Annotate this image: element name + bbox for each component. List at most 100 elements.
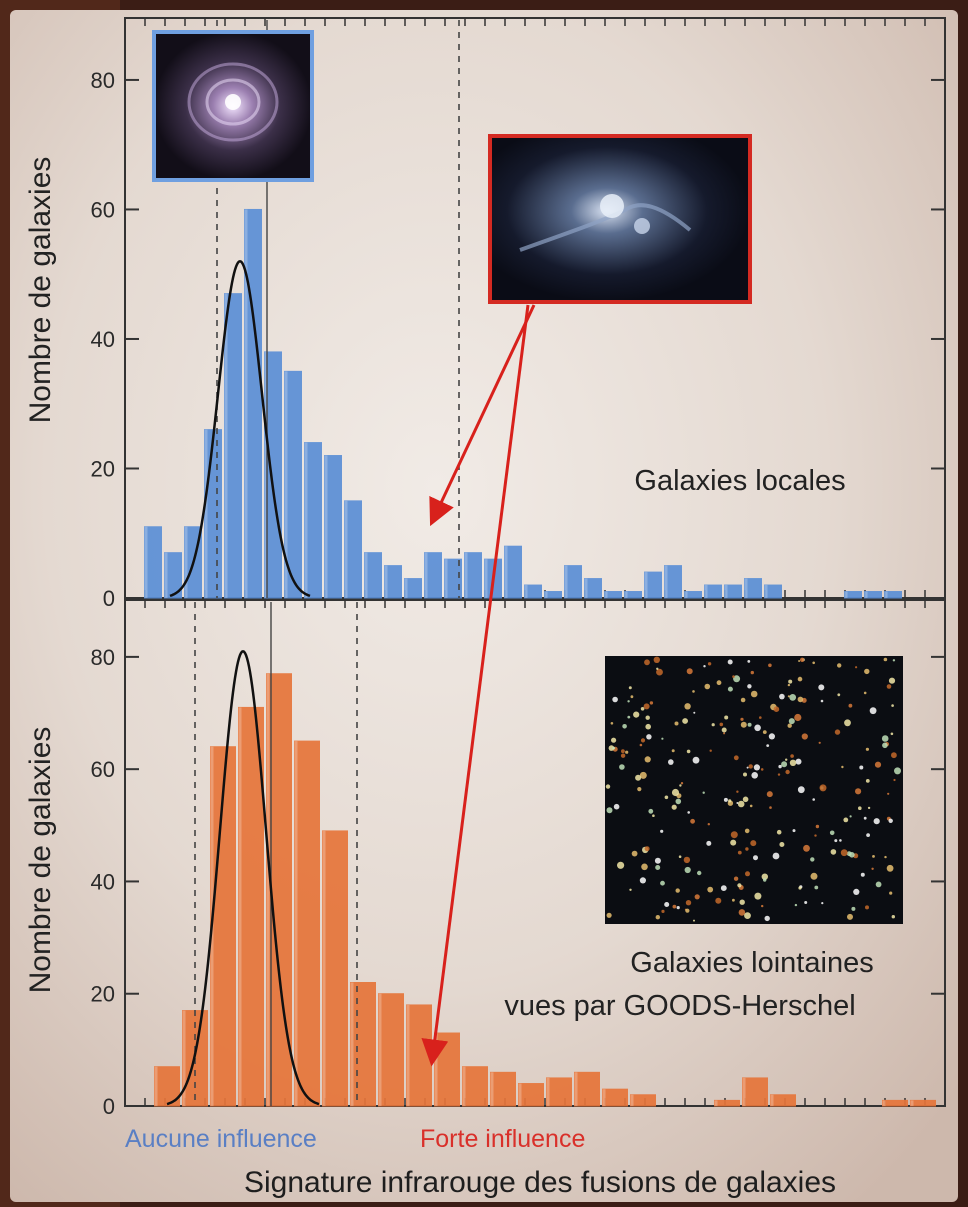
- deep-field-galaxy-dot: [801, 733, 808, 740]
- deep-field-galaxy-dot: [737, 883, 742, 888]
- deep-field-galaxy-dot: [644, 756, 651, 763]
- deep-field-galaxy-dot: [649, 701, 654, 705]
- top-bar-highlight: [504, 546, 508, 598]
- bottom-bar-highlight: [182, 1010, 186, 1106]
- deep-field-galaxy-dot: [788, 718, 795, 725]
- bottom-bar-highlight: [406, 1004, 410, 1106]
- deep-field-galaxy-dot: [867, 806, 871, 810]
- deep-field-galaxy-dot: [789, 759, 797, 766]
- bottom-bar: [910, 1099, 936, 1107]
- top-bar: [404, 578, 422, 599]
- bottom-bar: [322, 830, 348, 1107]
- deep-field-galaxy-dot: [848, 703, 853, 708]
- deep-field-galaxy-dot: [863, 816, 867, 820]
- deep-field-galaxy-dot: [653, 656, 660, 663]
- top-bar-highlight: [244, 209, 248, 599]
- deep-field-galaxy-dot: [661, 737, 664, 740]
- top-bar-highlight: [404, 578, 408, 598]
- top-bar-highlight: [384, 565, 388, 598]
- deep-field-galaxy-dot: [841, 765, 844, 769]
- top-bar: [504, 545, 522, 599]
- deep-field-galaxy-dot: [740, 721, 747, 728]
- deep-field-galaxy-dot: [881, 735, 889, 742]
- bottom-bar: [882, 1099, 908, 1107]
- deep-field-galaxy-dot: [644, 659, 650, 666]
- deep-field-galaxy-dot: [849, 815, 852, 818]
- merging-galaxy-image: [488, 134, 752, 304]
- bottom-bar: [462, 1066, 488, 1107]
- deep-field-galaxy-dot: [814, 885, 819, 890]
- deep-field-galaxy-dot: [692, 690, 695, 693]
- deep-field-galaxy-dot: [762, 730, 767, 734]
- deep-field-galaxy-dot: [743, 772, 747, 777]
- deep-field-galaxy-dot: [671, 804, 677, 810]
- deep-field-galaxy-dot: [749, 804, 753, 808]
- deep-field-galaxy-dot: [748, 764, 753, 769]
- deep-field-galaxy-dot: [739, 899, 745, 905]
- bottom-ytick-label: 20: [91, 982, 115, 1007]
- spiral-galaxy-image: [152, 30, 314, 182]
- bottom-bar: [714, 1099, 740, 1107]
- deep-field-galaxy-dot: [891, 915, 895, 919]
- top-bar-highlight: [664, 565, 668, 598]
- deep-field-galaxy-dot: [723, 732, 726, 735]
- top-bar: [324, 455, 342, 599]
- deep-field-galaxy-dot: [630, 695, 634, 699]
- x-axis-label: Signature infrarouge des fusions de gala…: [244, 1166, 836, 1199]
- bottom-bar-highlight: [742, 1077, 746, 1106]
- deep-field-galaxy-dot: [612, 746, 616, 750]
- top-bar-highlight: [764, 585, 768, 598]
- deep-field-galaxy-dot: [606, 807, 613, 814]
- deep-field-galaxy-dot: [818, 684, 825, 691]
- deep-field-galaxy-dot: [727, 686, 733, 692]
- deep-field-galaxy-dot: [686, 749, 691, 754]
- deep-field-galaxy-dot: [736, 802, 739, 804]
- deep-field-galaxy-dot: [644, 846, 650, 852]
- deep-field-galaxy-dot: [706, 840, 712, 846]
- deep-field-galaxy-dot: [693, 711, 696, 714]
- deep-field-galaxy-dot: [773, 706, 780, 712]
- top-bar: [164, 552, 182, 599]
- bottom-bar-highlight: [546, 1077, 550, 1106]
- deep-field-galaxy-dot: [839, 839, 842, 842]
- deep-field-galaxy-dot: [886, 684, 892, 689]
- deep-field-galaxy-dot: [639, 743, 643, 747]
- deep-field-galaxy-dot: [648, 808, 654, 814]
- deep-field-galaxy-dot: [643, 703, 650, 710]
- deep-field-galaxy-dot: [789, 694, 797, 701]
- deep-field-galaxy-dot: [798, 660, 801, 662]
- top-bar-highlight: [544, 591, 548, 598]
- deep-field-galaxy-dot: [728, 799, 732, 803]
- deep-field-galaxy-dot: [737, 850, 742, 855]
- deep-field-galaxy-dot: [890, 732, 894, 736]
- deep-field-galaxy-dot: [656, 667, 659, 670]
- deep-field-image: [605, 656, 903, 924]
- deep-field-galaxy-dot: [612, 696, 618, 703]
- top-bar: [884, 591, 902, 599]
- deep-field-galaxy-dot: [622, 724, 627, 729]
- deep-field-galaxy-dot: [766, 791, 773, 798]
- deep-field-galaxy-dot: [730, 839, 737, 846]
- bottom-ytick-label: 0: [103, 1094, 115, 1119]
- legend-aucune-influence: Aucune influence: [125, 1125, 317, 1153]
- deep-field-galaxy-dot: [655, 865, 661, 870]
- deep-field-galaxy-dot: [744, 912, 751, 919]
- deep-field-galaxy-dot: [709, 749, 712, 752]
- top-ytick-label: 40: [91, 327, 115, 352]
- deep-field-galaxy-dot: [736, 790, 739, 793]
- bottom-bar: [770, 1094, 796, 1107]
- deep-field-galaxy-dot: [747, 722, 752, 727]
- bottom-bar-highlight: [518, 1083, 522, 1106]
- deep-field-galaxy-dot: [693, 919, 695, 922]
- deep-field-galaxy-dot: [849, 852, 855, 858]
- deep-field-galaxy-dot: [837, 663, 842, 668]
- bottom-panel-label-line1: Galaxies lointaines: [630, 947, 873, 979]
- bottom-bar: [602, 1088, 628, 1107]
- deep-field-galaxy-dot: [625, 750, 629, 754]
- deep-field-galaxy-dot: [750, 690, 758, 698]
- deep-field-galaxy-dot: [866, 833, 870, 837]
- deep-field-galaxy-dot: [703, 665, 706, 668]
- deep-field-galaxy-dot: [628, 686, 632, 690]
- deep-field-galaxy-dot: [747, 684, 752, 689]
